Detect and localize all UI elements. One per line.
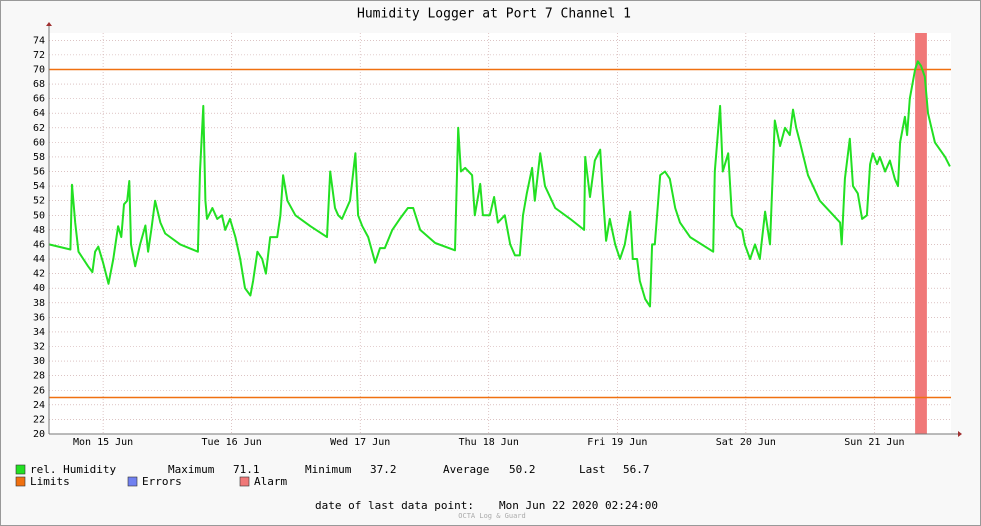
y-tick-label: 44 xyxy=(33,254,45,265)
y-tick-label: 22 xyxy=(33,414,45,425)
y-tick-label: 50 xyxy=(33,210,45,221)
x-tick-label: Thu 18 Jun xyxy=(459,437,519,448)
y-tick-label: 34 xyxy=(33,327,45,338)
y-tick-label: 20 xyxy=(33,429,45,440)
legend-swatch xyxy=(239,476,250,487)
y-tick-label: 52 xyxy=(33,196,45,207)
chart-title: Humidity Logger at Port 7 Channel 1 xyxy=(357,7,631,22)
y-tick-label: 30 xyxy=(33,356,45,367)
series-line xyxy=(48,60,951,308)
y-tick-label: 54 xyxy=(33,181,45,192)
y-tick-label: 42 xyxy=(33,269,45,280)
y-tick-label: 56 xyxy=(33,167,45,178)
x-tick-label: Sun 21 Jun xyxy=(844,437,904,448)
y-tick-label: 70 xyxy=(33,64,45,75)
legend-label: rel. Humidity xyxy=(30,463,116,476)
legend-swatch xyxy=(127,476,138,487)
x-tick-label: Mon 15 Jun xyxy=(73,437,133,448)
legend-label: Errors xyxy=(142,475,182,488)
y-tick-label: 32 xyxy=(33,342,45,353)
y-tick-label: 64 xyxy=(33,108,45,119)
y-tick-label: 74 xyxy=(33,35,45,46)
legend-label: Limits xyxy=(30,475,70,488)
y-tick-label: 62 xyxy=(33,123,45,134)
plot-area xyxy=(49,33,951,434)
x-arrow xyxy=(958,431,962,437)
stat-value: 50.2 xyxy=(509,463,536,476)
legend-swatch xyxy=(15,476,26,487)
stat-label: Last xyxy=(579,463,606,476)
y-tick-label: 66 xyxy=(33,94,45,105)
stat-label: Minimum xyxy=(305,463,352,476)
stat-label: Maximum xyxy=(168,463,215,476)
y-tick-label: 40 xyxy=(33,283,45,294)
y-tick-label: 26 xyxy=(33,385,45,396)
y-tick-label: 48 xyxy=(33,225,45,236)
stat-label: Average xyxy=(443,463,489,476)
footer: OCTA Log & Guard xyxy=(458,512,525,520)
y-tick-label: 72 xyxy=(33,50,45,61)
x-tick-label: Sat 20 Jun xyxy=(716,437,776,448)
y-tick-label: 46 xyxy=(33,239,45,250)
y-tick-label: 24 xyxy=(33,400,45,411)
x-tick-label: Fri 19 Jun xyxy=(587,437,647,448)
legend-label: Alarm xyxy=(254,475,287,488)
y-arrow xyxy=(46,22,52,26)
y-tick-label: 60 xyxy=(33,137,45,148)
y-tick-label: 28 xyxy=(33,371,45,382)
y-tick-label: 36 xyxy=(33,312,45,323)
y-tick-label: 58 xyxy=(33,152,45,163)
stat-value: 56.7 xyxy=(623,463,650,476)
stat-value: 37.2 xyxy=(370,463,397,476)
last-point: Mon Jun 22 2020 02:24:00 xyxy=(499,499,658,512)
x-tick-label: Wed 17 Jun xyxy=(330,437,390,448)
x-tick-label: Tue 16 Jun xyxy=(202,437,262,448)
y-tick-label: 68 xyxy=(33,79,45,90)
legend-swatch xyxy=(15,464,26,475)
y-tick-label: 38 xyxy=(33,298,45,309)
alarm-band xyxy=(915,33,927,434)
stat-value: 71.1 xyxy=(233,463,260,476)
last-point-label: date of last data point: xyxy=(315,499,474,512)
